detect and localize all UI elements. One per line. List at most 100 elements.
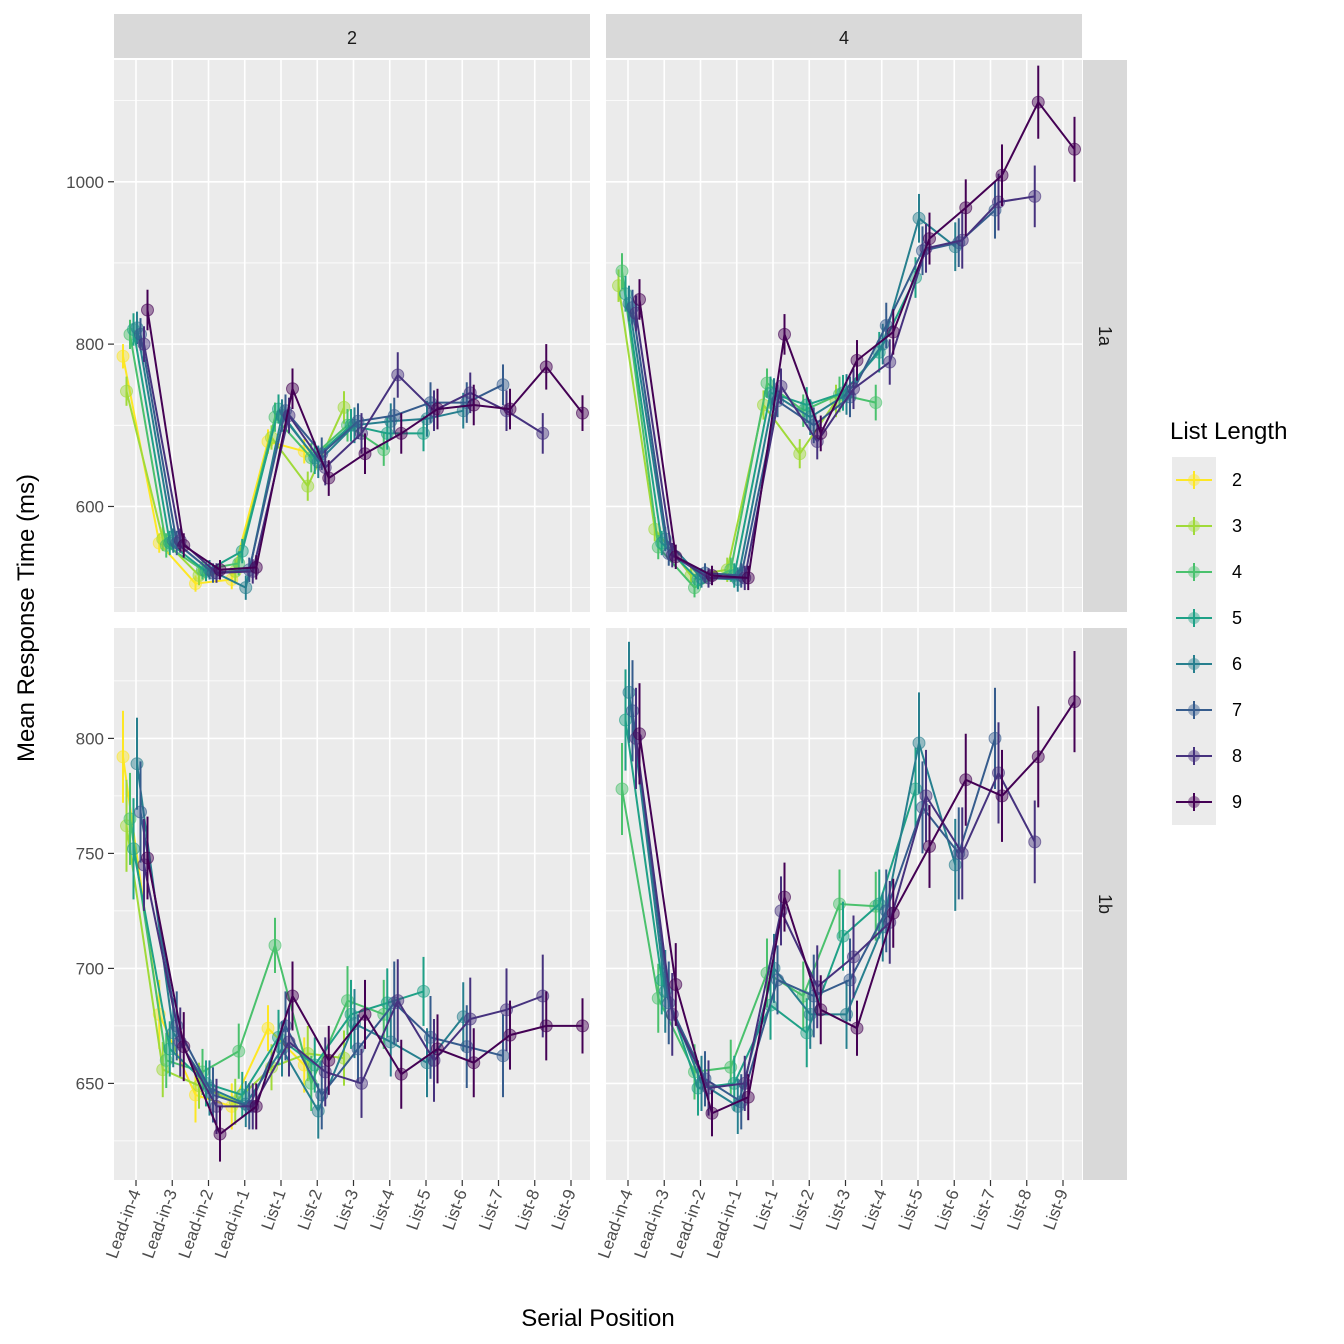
x-tick-label: Lead-in-2 [667,1187,709,1261]
column-strip-label: 4 [839,28,849,48]
data-point [995,168,1009,182]
data-point [919,789,933,803]
data-point [496,378,510,392]
data-point [235,544,249,558]
x-tick-label: List-6 [439,1187,471,1233]
series-9 [141,289,589,580]
series-group [116,710,589,1162]
legend-item-4: 4 [1172,549,1242,595]
data-point [576,406,589,420]
y-axis-title: Mean Response Time (ms) [13,474,40,762]
panel-4-1a [606,60,1082,612]
data-point [705,1106,719,1120]
data-point [417,984,430,998]
data-point [239,581,253,595]
panel-2-1b [114,628,590,1180]
data-point [847,382,860,396]
data-point [120,384,133,398]
data-point [391,368,405,382]
x-tick-label: List-1 [258,1187,290,1233]
data-point [923,232,936,246]
data-point [778,327,791,341]
legend-item-2: 2 [1172,457,1242,503]
legend-label: 8 [1232,746,1242,766]
y-tick-label: 750 [76,844,104,863]
data-point [705,568,719,582]
data-point [576,1019,589,1033]
panels-layer [114,60,1082,1180]
panel-4-1b [606,628,1082,1180]
legend-label: 9 [1232,792,1242,812]
legend-key-point [1188,520,1200,532]
panel-2-1a [114,60,590,612]
data-point [268,938,282,952]
row-strip-label: 1b [1095,894,1115,914]
data-point [539,1019,553,1033]
data-point [127,842,140,856]
x-tick-label: List-3 [822,1187,854,1233]
data-point [282,1035,296,1049]
data-point [503,1028,517,1042]
column-strip-label: 2 [347,28,357,48]
legend-item-9: 9 [1172,779,1242,825]
legend-title: List Length [1170,418,1287,445]
legend-item-8: 8 [1172,733,1242,779]
data-point [850,353,864,367]
data-point [213,1127,227,1141]
data-point [836,929,850,943]
data-point [886,325,900,339]
series-9 [633,651,1081,1137]
x-tick-label: Lead-in-2 [175,1187,217,1261]
series-group [116,289,589,600]
x-tick-label: List-6 [931,1187,963,1233]
data-point [669,550,683,564]
data-point [503,402,517,416]
row-strip [1083,628,1127,1180]
x-tick-label: List-5 [895,1187,927,1233]
x-tick-label: Lead-in-1 [703,1187,745,1261]
y-tick-label: 800 [76,335,104,354]
data-point [116,349,130,363]
data-point [741,1090,755,1104]
data-point [1031,750,1045,764]
data-point [814,426,828,440]
data-point [141,303,154,317]
x-tick-label: Lead-in-4 [594,1187,636,1261]
data-point [1031,95,1045,109]
legend-key-point [1188,612,1200,624]
row-strip-label: 1a [1095,326,1115,347]
x-axis-title: Serial Position [521,1305,674,1332]
data-point [261,1021,275,1035]
x-tick-label: List-7 [475,1187,507,1233]
data-point [286,382,299,396]
data-point [955,846,969,860]
data-point [633,292,646,306]
panel-background [606,60,1082,612]
x-tick-label: Lead-in-1 [211,1187,253,1261]
data-point [1028,835,1042,849]
data-point [886,906,900,920]
data-point [116,750,130,764]
x-tick-label: Lead-in-3 [139,1187,181,1261]
series-9 [141,816,589,1162]
x-tick-label: List-1 [750,1187,782,1233]
data-point [912,736,926,750]
data-point [814,1003,828,1017]
legend-item-6: 6 [1172,641,1242,687]
data-point [177,538,191,552]
data-point [959,773,973,787]
x-tick-label: Lead-in-4 [102,1187,144,1261]
legend-label: 7 [1232,700,1242,720]
data-point [539,360,553,374]
series-9 [633,65,1081,591]
x-tick-label: List-2 [294,1187,326,1233]
data-point [1068,695,1081,709]
data-point [633,727,646,741]
data-point [1028,189,1042,203]
series-line [621,270,877,589]
series-7 [134,761,510,1130]
y-tick-label: 600 [76,497,104,516]
data-point [358,1007,372,1021]
legend-key-point [1188,658,1200,670]
